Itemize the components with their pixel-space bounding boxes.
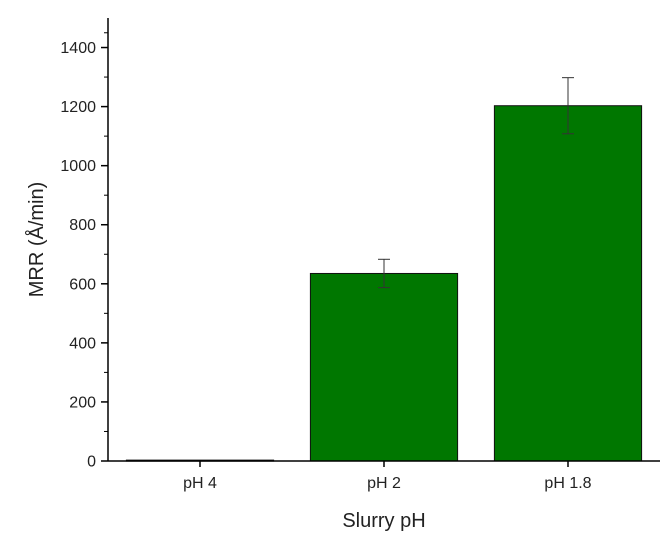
x-axis-title: Slurry pH [342, 510, 425, 532]
y-tick-label: 400 [69, 335, 96, 352]
y-tick-label: 200 [69, 394, 96, 411]
bar-ph-1.8 [493, 105, 643, 462]
x-tick-label: pH 2 [367, 475, 401, 492]
y-tick-label: 1200 [60, 99, 96, 116]
y-tick-label: 1400 [60, 40, 96, 57]
y-tick-label: 800 [69, 217, 96, 234]
x-tick-label: pH 4 [183, 475, 217, 492]
plot-area: pH 4 pH 2 pH 1.8 0 200 400 600 800 1000 1200 1400 [60, 18, 660, 492]
y-tick-label: 0 [87, 454, 96, 471]
x-tick-label: pH 1.8 [544, 475, 591, 492]
y-tick-label: 600 [69, 276, 96, 293]
y-tick-label: 1000 [60, 158, 96, 175]
y-axis-title: MRR (Å/min) [25, 182, 48, 298]
bar-ph-2 [309, 272, 459, 462]
